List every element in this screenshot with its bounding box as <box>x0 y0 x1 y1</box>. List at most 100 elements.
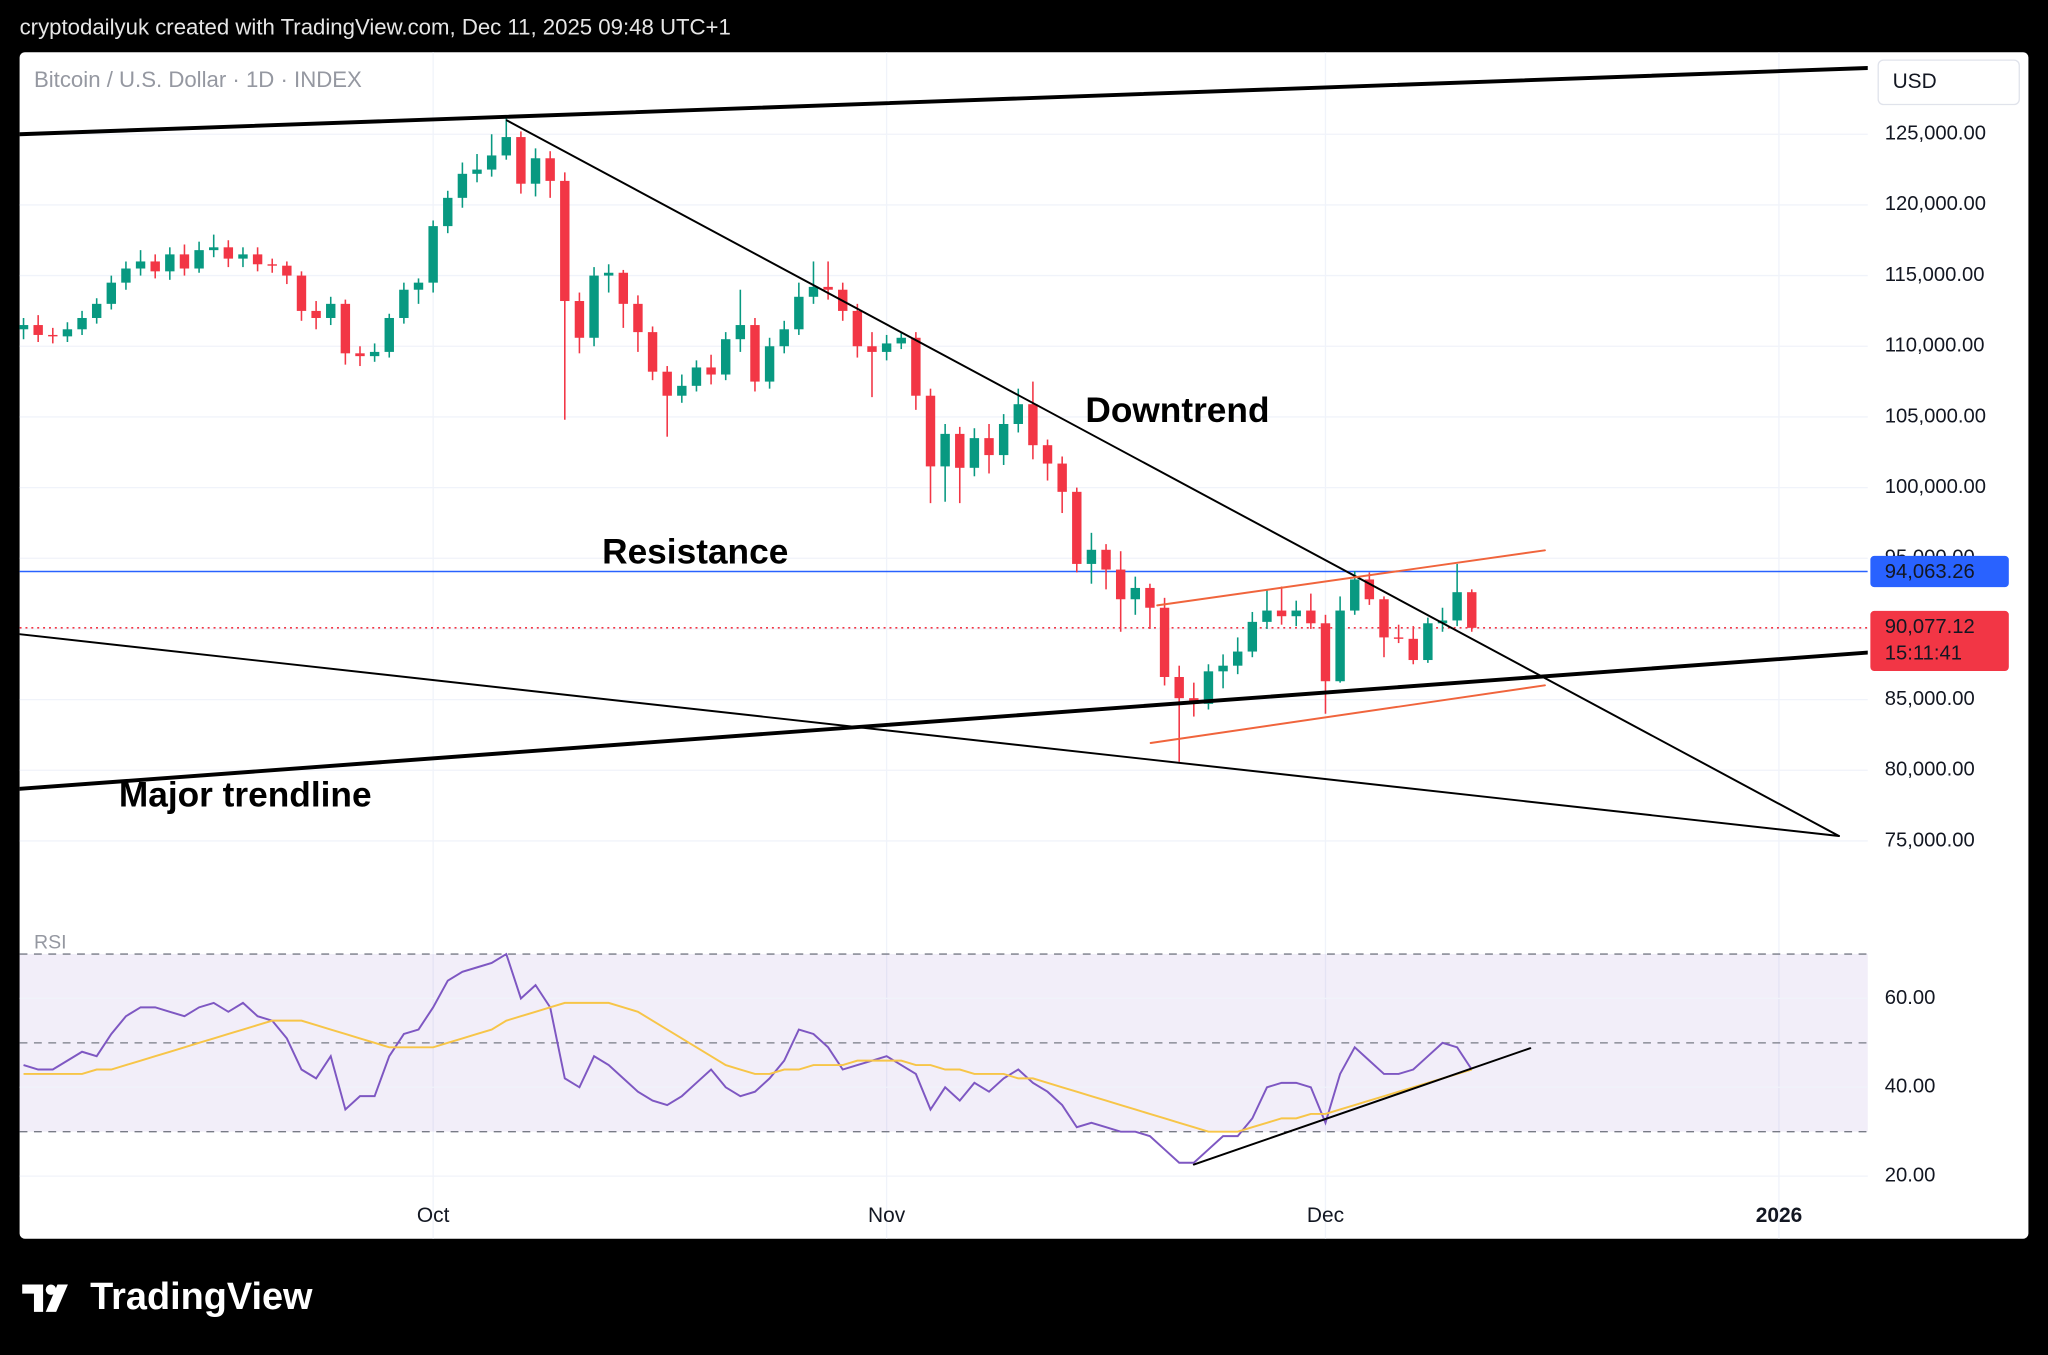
candle-body <box>486 155 497 170</box>
candle-body <box>589 275 599 338</box>
symbol-title: Bitcoin / U.S. Dollar · 1D · INDEX <box>34 67 362 92</box>
annotation: Downtrend <box>1085 391 1269 430</box>
candle-body <box>764 346 775 382</box>
candle-body <box>1437 620 1448 624</box>
price-axis: Oct Nov Dec 2026 75,000.00 80,000.00 85,000.00… <box>417 123 2009 1227</box>
candle-body <box>984 438 994 456</box>
candle-body <box>647 332 658 372</box>
candle-body <box>457 173 468 198</box>
candle-body <box>881 343 892 352</box>
rsi-tick-label: 60.00 <box>1885 987 1936 1009</box>
rsi-line <box>23 952 1473 1164</box>
candle-body <box>1320 623 1331 682</box>
candle-body <box>1408 638 1418 661</box>
x-tick-label: Nov <box>868 1204 906 1227</box>
candle-body <box>1350 579 1360 611</box>
candle-body <box>721 339 731 375</box>
candle-body <box>808 286 819 297</box>
candle-body <box>1262 610 1272 622</box>
candle-body <box>62 329 73 337</box>
candle-body <box>33 325 43 335</box>
candle-body <box>326 303 336 318</box>
rsi-tick-label: 40.00 <box>1885 1076 1936 1098</box>
x-tick-label: Dec <box>1307 1204 1344 1227</box>
y-tick-label: 110,000.00 <box>1885 335 1985 357</box>
candle-body <box>1057 463 1067 492</box>
candle-body <box>296 275 307 311</box>
candle-body <box>106 282 117 304</box>
annotation: Major trendline <box>119 775 372 814</box>
candle-body <box>603 272 614 276</box>
candle-body <box>1072 491 1082 564</box>
currency[interactable]: USD <box>1893 70 1937 93</box>
candle-body <box>355 353 365 357</box>
candle-body <box>223 247 234 259</box>
candle-body <box>750 325 760 382</box>
candle-body <box>955 433 965 468</box>
candle-body <box>1393 637 1404 639</box>
candle-body <box>574 301 585 338</box>
candle-body <box>165 254 175 272</box>
candle-body <box>472 169 482 174</box>
candle-body <box>633 303 643 333</box>
rsi-label: RSI <box>34 932 67 954</box>
rsi-plot <box>23 952 1532 1166</box>
candle-body <box>1101 549 1111 570</box>
chart-panel <box>19 52 2029 1239</box>
x-tick-label: Oct <box>417 1204 450 1227</box>
price-tag-label: 90,077.12 <box>1885 616 1975 638</box>
candle-body <box>1013 404 1023 424</box>
candle-body <box>194 250 204 269</box>
brand-logo <box>22 1284 68 1312</box>
candle-body <box>530 158 541 184</box>
countdown: 15:11:41 <box>1885 642 1962 664</box>
price-tag <box>1870 555 2009 588</box>
candle-body <box>1379 599 1389 638</box>
candle-body <box>1115 569 1126 600</box>
y-tick-label: 75,000.00 <box>1885 829 1975 851</box>
candle-body <box>691 367 702 386</box>
candle-body <box>252 254 263 265</box>
y-tick-label: 120,000.00 <box>1885 193 1986 215</box>
y-tick-label: 85,000.00 <box>1885 688 1975 710</box>
candle-body <box>677 385 687 396</box>
candle-body <box>1452 592 1462 621</box>
candle-body <box>121 268 131 283</box>
candle-body <box>940 433 950 467</box>
trendline <box>19 633 1840 838</box>
trendline <box>1149 684 1546 744</box>
candle-body <box>779 329 789 347</box>
y-tick-label: 80,000.00 <box>1885 759 1975 781</box>
candle-body <box>896 337 906 344</box>
candle-body <box>238 254 248 259</box>
candle-body <box>267 264 277 266</box>
candle-body <box>545 158 555 181</box>
rsi-tick-label: 20.00 <box>1885 1164 1936 1186</box>
candle-body <box>1042 445 1053 464</box>
price-tag <box>1870 610 2009 671</box>
currency-box[interactable] <box>1877 59 2020 106</box>
candle-body <box>179 254 190 269</box>
candle-body <box>735 325 746 340</box>
candle-body <box>384 317 394 352</box>
trendline <box>1192 1047 1532 1166</box>
grid <box>19 52 1868 1239</box>
candle-body <box>311 310 321 318</box>
candle-body <box>823 286 833 290</box>
price-plot <box>19 66 1868 838</box>
y-tick-label: 115,000.00 <box>1885 264 1985 286</box>
candle-body <box>1306 610 1316 624</box>
candle-body <box>91 303 102 318</box>
candle-body <box>925 395 936 467</box>
candle-body <box>1467 592 1477 628</box>
caption: cryptodailyuk created with TradingView.c… <box>20 15 731 40</box>
candle-body <box>662 371 672 396</box>
candle-body <box>1291 610 1301 617</box>
annotation: Resistance <box>602 532 788 571</box>
candle-body <box>969 438 980 468</box>
candle-body <box>706 367 716 375</box>
candle-body <box>911 337 921 396</box>
trendline <box>19 66 1868 137</box>
y-tick-label: 105,000.00 <box>1885 405 1986 427</box>
candle-body <box>560 180 570 302</box>
